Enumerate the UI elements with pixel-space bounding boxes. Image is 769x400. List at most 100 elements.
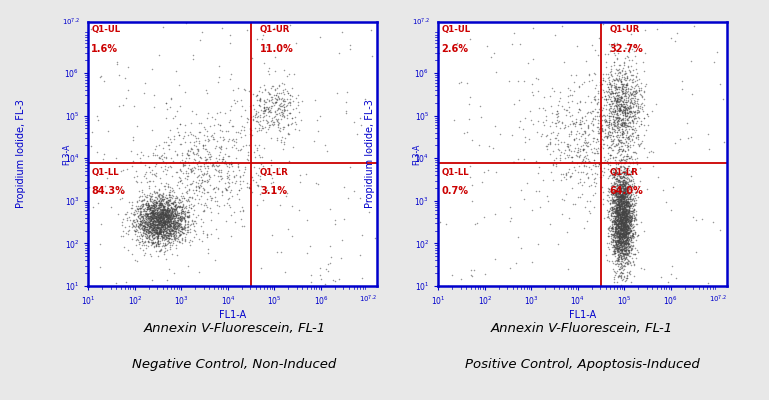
Point — [260, 99, 272, 105]
Point — [612, 229, 624, 235]
Point — [617, 215, 629, 221]
Point — [627, 230, 639, 237]
Point — [143, 164, 155, 170]
Point — [614, 214, 627, 220]
Point — [157, 216, 169, 222]
Point — [141, 222, 154, 228]
Point — [489, 123, 501, 130]
Point — [148, 214, 160, 220]
Point — [611, 216, 624, 223]
Point — [618, 224, 630, 231]
Point — [611, 221, 623, 227]
Point — [624, 228, 637, 234]
Point — [621, 215, 633, 222]
Point — [224, 189, 236, 195]
Point — [618, 212, 631, 219]
Point — [363, 148, 375, 154]
Point — [141, 200, 154, 206]
Point — [617, 205, 629, 211]
Point — [165, 217, 177, 223]
Point — [618, 240, 630, 246]
Point — [141, 226, 153, 233]
Point — [153, 229, 165, 236]
Point — [629, 251, 641, 258]
Point — [616, 84, 628, 90]
Point — [601, 88, 613, 95]
Point — [153, 212, 165, 219]
Point — [233, 187, 245, 194]
Point — [612, 238, 624, 245]
Point — [614, 220, 626, 226]
Point — [257, 197, 269, 203]
Point — [158, 237, 170, 243]
Point — [134, 211, 146, 217]
Point — [623, 186, 635, 192]
Point — [155, 214, 168, 220]
Point — [613, 98, 625, 104]
Point — [592, 99, 604, 106]
Point — [251, 114, 263, 120]
Point — [604, 206, 617, 213]
Point — [611, 221, 623, 227]
Point — [616, 94, 628, 101]
Point — [159, 222, 171, 228]
Point — [619, 224, 631, 230]
Point — [616, 126, 628, 132]
Point — [614, 217, 627, 223]
Point — [271, 94, 284, 100]
Point — [608, 219, 620, 226]
Point — [195, 216, 207, 222]
Point — [183, 214, 195, 220]
Point — [614, 209, 626, 216]
Point — [609, 190, 621, 196]
Point — [591, 101, 603, 107]
Point — [609, 190, 621, 196]
Point — [612, 233, 624, 240]
Point — [611, 212, 623, 218]
Point — [615, 220, 628, 226]
Point — [620, 105, 632, 111]
Point — [575, 120, 588, 127]
Point — [95, 73, 108, 79]
Point — [626, 200, 638, 207]
Point — [148, 223, 161, 230]
Point — [216, 158, 228, 164]
Point — [610, 221, 622, 227]
Point — [618, 204, 630, 211]
Point — [592, 130, 604, 136]
Point — [177, 214, 189, 220]
Point — [624, 171, 637, 177]
Point — [619, 70, 631, 76]
Point — [147, 214, 159, 220]
Point — [624, 237, 636, 244]
Point — [618, 245, 631, 252]
Point — [149, 208, 161, 215]
Point — [608, 174, 621, 180]
Point — [602, 166, 614, 172]
Point — [160, 139, 172, 145]
Point — [132, 237, 145, 244]
Point — [270, 116, 282, 122]
Point — [568, 164, 580, 171]
Point — [624, 132, 637, 139]
Point — [604, 101, 616, 107]
Point — [610, 211, 622, 218]
Point — [619, 191, 631, 198]
Point — [601, 175, 614, 181]
Point — [615, 196, 628, 202]
Point — [614, 186, 626, 193]
Point — [621, 212, 633, 218]
Point — [627, 194, 639, 201]
Point — [155, 201, 168, 208]
Point — [612, 202, 624, 208]
Point — [167, 227, 179, 233]
Point — [588, 108, 600, 114]
Point — [571, 144, 584, 151]
Point — [177, 161, 189, 168]
Point — [623, 269, 635, 276]
Point — [615, 196, 628, 202]
Point — [558, 150, 570, 156]
Point — [631, 89, 644, 96]
Point — [718, 139, 731, 145]
Point — [147, 223, 159, 229]
